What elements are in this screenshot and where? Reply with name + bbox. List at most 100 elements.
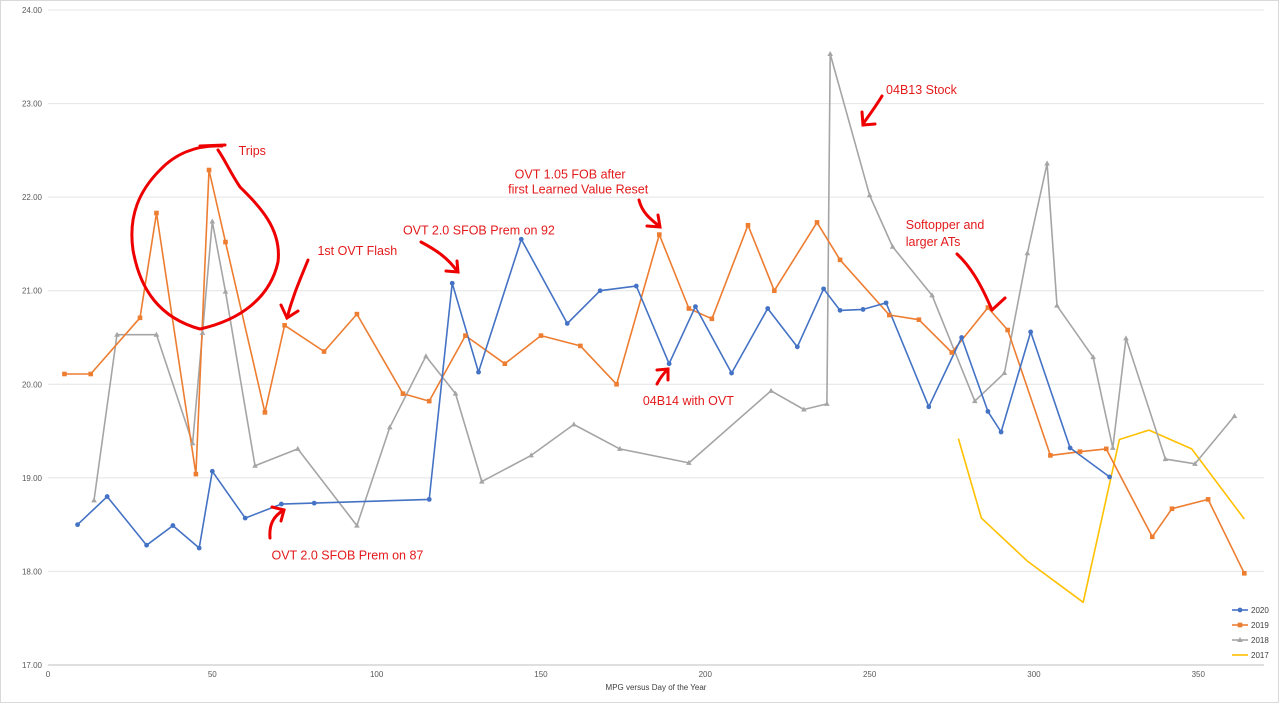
annotation-text: 1st OVT Flash	[317, 244, 397, 258]
y-tick-label: 23.00	[22, 100, 43, 109]
x-tick-label: 350	[1192, 670, 1206, 679]
data-point-2018	[971, 398, 978, 404]
data-point-2020	[1067, 445, 1073, 451]
x-tick-label: 150	[534, 670, 548, 679]
annotation-text: first Learned Value Reset	[508, 182, 649, 196]
data-point-2019	[88, 371, 94, 377]
data-point-2020	[449, 280, 455, 286]
data-point-2019	[686, 306, 692, 311]
annotation-text: OVT 2.0 SFOB Prem on 92	[403, 224, 555, 238]
data-point-2018	[617, 445, 623, 451]
data-point-2019	[137, 315, 143, 321]
data-point-2019	[745, 222, 751, 228]
data-point-2019	[1005, 327, 1010, 333]
trips-circle-drawing	[130, 144, 280, 331]
data-point-2020	[104, 494, 110, 499]
data-point-2019	[1149, 534, 1155, 540]
data-point-2019	[282, 323, 287, 328]
data-point-2019	[463, 333, 468, 338]
x-tick-label: 300	[1027, 670, 1041, 679]
data-point-2019	[354, 311, 360, 317]
x-tick-label: 0	[46, 670, 51, 679]
data-point-2018	[209, 218, 216, 224]
arrow-1st-ovt-flash	[279, 258, 310, 321]
data-point-2018	[889, 243, 896, 249]
data-point-2019	[1103, 446, 1109, 452]
arrow-ovt-87	[268, 505, 286, 540]
data-point-2020	[837, 307, 843, 313]
data-point-2018	[479, 478, 485, 484]
x-tick-label: 250	[863, 670, 877, 679]
data-point-2019	[772, 288, 777, 294]
data-point-2020	[144, 542, 149, 548]
annotation-text: 04B14 with OVT	[643, 394, 734, 408]
data-point-2020	[729, 370, 734, 376]
data-point-2019	[538, 333, 544, 338]
annotation-text: Trips	[239, 144, 266, 158]
series-line-2020	[77, 238, 1110, 549]
y-tick-label: 18.00	[22, 567, 43, 576]
annotation-text: Softopper and	[906, 218, 985, 232]
data-point-2019	[949, 350, 955, 355]
arrow-ovt-105	[637, 198, 662, 229]
data-point-2020	[209, 468, 215, 474]
data-point-2019	[400, 391, 406, 396]
data-point-2020	[1028, 329, 1034, 335]
data-point-2019	[206, 167, 212, 173]
data-point-2020	[564, 321, 570, 326]
annotation-text: OVT 2.0 SFOB Prem on 87	[271, 548, 423, 562]
legend: 2020 2019 2018 2017	[1232, 606, 1269, 660]
data-point-2020	[597, 288, 603, 294]
data-point-2018	[1054, 302, 1060, 308]
data-point-2019	[262, 410, 268, 415]
data-point-2019	[887, 312, 892, 318]
data-point-2018	[91, 497, 97, 503]
series-markers	[62, 50, 1247, 576]
arrow-04b13	[860, 94, 884, 127]
data-point-2020	[666, 361, 672, 367]
legend-marker-2019	[1237, 622, 1243, 628]
hand-drawn-annotations	[130, 94, 1007, 540]
data-point-2020	[959, 335, 965, 340]
data-point-2018	[423, 353, 429, 359]
data-point-2020	[860, 307, 866, 312]
legend-marker-2018	[1237, 637, 1243, 642]
data-point-2018	[801, 406, 807, 412]
data-point-2019	[614, 381, 619, 387]
data-point-2018	[1192, 460, 1198, 466]
data-point-2018	[571, 421, 577, 427]
data-point-2018	[686, 459, 692, 465]
data-point-2018	[153, 331, 160, 337]
data-point-2019	[223, 239, 228, 245]
data-point-2020	[518, 236, 524, 242]
data-point-2018	[1231, 413, 1238, 419]
data-point-2020	[278, 501, 284, 507]
data-point-2020	[75, 522, 80, 528]
y-tick-label: 22.00	[22, 193, 43, 202]
data-point-2019	[1077, 449, 1083, 454]
data-point-2018	[1110, 444, 1116, 450]
data-point-2018	[1044, 160, 1050, 166]
data-point-2018	[452, 390, 459, 396]
data-point-2020	[476, 369, 481, 375]
data-point-2020	[883, 300, 889, 306]
data-point-2018	[827, 50, 833, 56]
legend-label-2017: 2017	[1251, 651, 1269, 660]
data-point-2020	[426, 496, 432, 502]
data-point-2019	[837, 257, 843, 263]
data-point-2019	[193, 471, 199, 477]
data-point-2019	[321, 349, 327, 354]
y-tick-label: 17.00	[22, 661, 43, 670]
data-point-2018	[386, 424, 393, 430]
data-point-2019	[985, 305, 991, 310]
data-point-2018	[1162, 456, 1169, 462]
data-point-2018	[114, 331, 120, 337]
annotation-texts: Trips 1st OVT Flash OVT 2.0 SFOB Prem on 9…	[239, 83, 985, 562]
arrow-ovt-92	[419, 240, 460, 274]
trips-pointer-drawing	[198, 143, 227, 148]
data-point-2018	[929, 292, 935, 298]
annotation-text: OVT 1.05 FOB after	[515, 167, 626, 181]
